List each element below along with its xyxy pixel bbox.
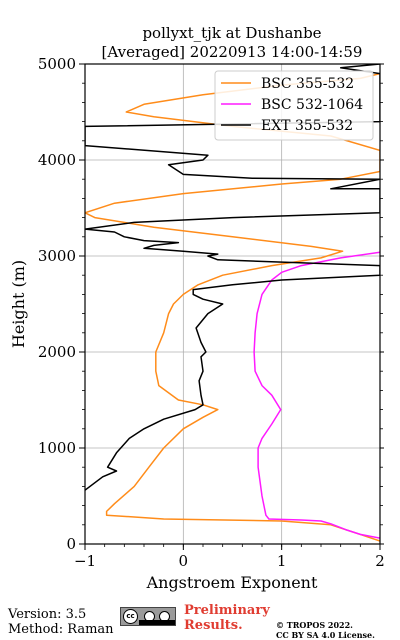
method-text: Method: Raman <box>8 622 114 637</box>
y-tick-label: 5000 <box>38 55 76 73</box>
copyright-notice: © TROPOS 2022. CC BY SA 4.0 License. <box>276 620 375 640</box>
preliminary-line2: Results. <box>184 618 243 633</box>
y-tick-label: 2000 <box>38 343 76 361</box>
plot-frame <box>84 63 381 545</box>
legend: BSC 355-532 BSC 532-1064 EXT 355-532 <box>214 70 374 141</box>
y-axis-label: Height (m) <box>9 260 28 348</box>
cc-license-badge: cc <box>120 607 176 626</box>
badge-strip <box>139 620 175 625</box>
legend-label: BSC 532-1064 <box>261 97 363 113</box>
series-line-2 <box>253 251 380 539</box>
cc-icon: cc <box>123 609 138 624</box>
x-tick-label: −1 <box>74 552 96 570</box>
y-tick-label: 4000 <box>38 151 76 169</box>
preliminary-notice: Preliminary Results. <box>184 603 270 633</box>
chart-title-line2: [Averaged] 20220913 14:00-14:59 <box>102 43 363 61</box>
series-line-1 <box>85 72 380 542</box>
version-text: Version: 3.5 <box>8 607 87 622</box>
x-tick-label: 2 <box>375 552 385 570</box>
legend-box <box>214 70 374 141</box>
copyright-line1: © TROPOS 2022. <box>276 620 353 630</box>
copyright-line2: CC BY SA 4.0 License. <box>276 630 375 640</box>
x-tick-label: 0 <box>179 552 189 570</box>
y-tick-label: 1000 <box>38 439 76 457</box>
y-tick-label: 0 <box>66 535 76 553</box>
legend-label: BSC 355-532 <box>261 76 354 92</box>
x-tick-label: 1 <box>277 552 287 570</box>
series-line-3 <box>85 64 380 491</box>
x-axis-label: Angstroem Exponent <box>146 573 318 592</box>
y-tick-label: 3000 <box>38 247 76 265</box>
preliminary-line1: Preliminary <box>184 603 270 618</box>
chart-title-line1: pollyxt_tjk at Dushanbe <box>142 24 321 42</box>
legend-label: EXT 355-532 <box>261 118 353 134</box>
